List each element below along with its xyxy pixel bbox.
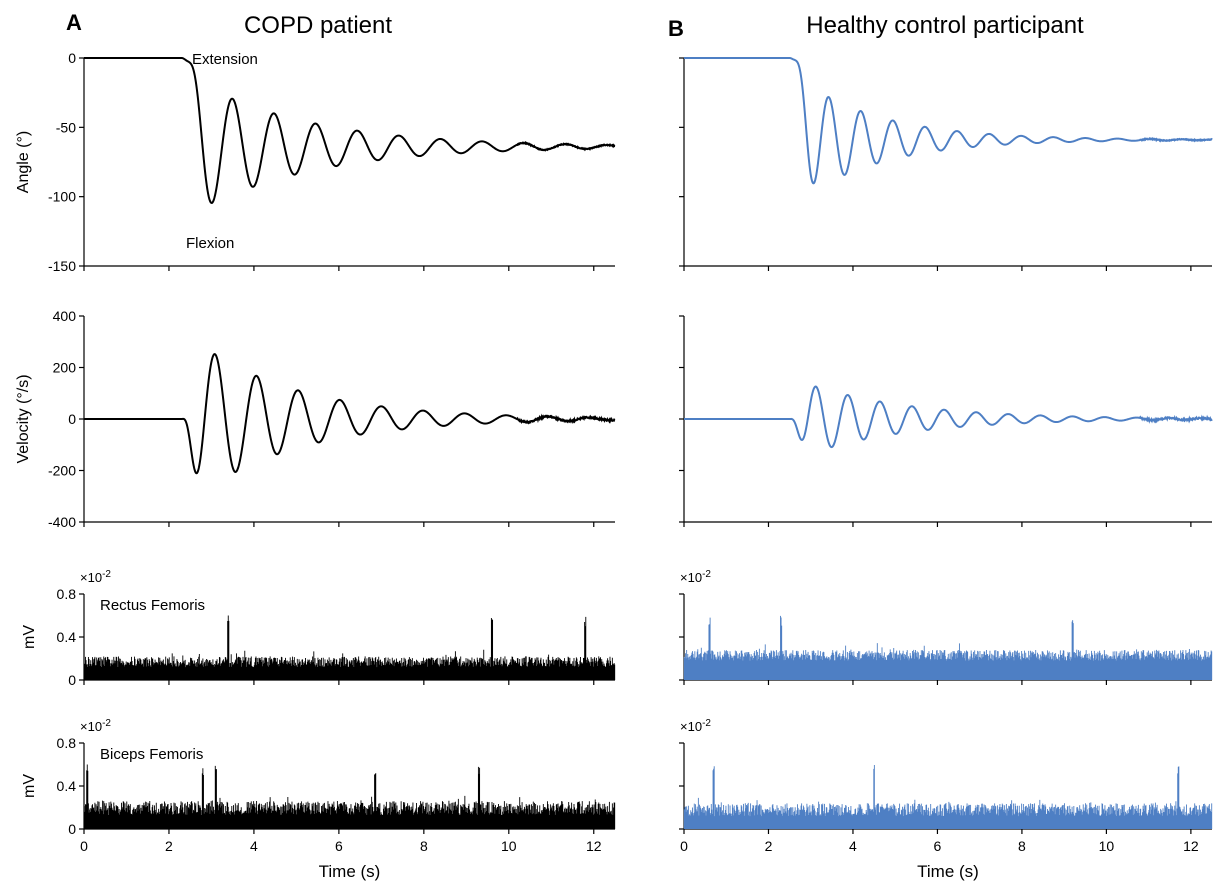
x-tick-label: 0	[680, 838, 688, 854]
x-tick-label: 0	[80, 838, 88, 854]
chart-copd-velocity: 400 200 0 -200 -400 Velocity (°/s)	[15, 308, 616, 530]
y-tick-label: 0	[68, 821, 76, 837]
x-tick-label: 4	[250, 838, 258, 854]
series-line	[84, 57, 616, 204]
emg-bars	[83, 615, 616, 680]
y-tick-label: 0.8	[57, 586, 77, 602]
y-tick-label: -150	[48, 258, 76, 274]
y-multiplier-exp: -2	[102, 718, 111, 729]
x-tick-label: 12	[586, 838, 602, 854]
y-tick-label: 200	[53, 360, 77, 376]
y-tick-label: 400	[53, 308, 77, 324]
y-axis-label: mV	[21, 774, 38, 798]
panel-letter-b: B	[668, 16, 684, 41]
y-tick-label: -100	[48, 189, 76, 205]
y-multiplier: ×10-2	[680, 569, 711, 585]
y-multiplier-exp: -2	[702, 718, 711, 729]
x-tick-label: 2	[165, 838, 173, 854]
y-tick-label: 0.4	[57, 778, 77, 794]
x-tick-label: 10	[1099, 838, 1115, 854]
emg-bars	[683, 765, 1213, 829]
y-multiplier: ×10-2	[80, 569, 111, 585]
muscle-label: Biceps Femoris	[100, 746, 203, 763]
y-multiplier-exp: -2	[702, 569, 711, 580]
y-axis-label: Velocity (°/s)	[15, 374, 32, 463]
x-tick-label: 8	[420, 838, 428, 854]
y-axis-label: mV	[21, 625, 38, 649]
column-title-control: Healthy control participant	[806, 12, 1084, 39]
x-tick-label: 6	[335, 838, 343, 854]
chart-control-velocity	[679, 315, 1213, 527]
muscle-label: Rectus Femoris	[100, 597, 205, 614]
emg-bars	[83, 764, 616, 829]
chart-control-biceps-femoris: 0 2 4 6 8 10 12 Time (s) ×10-2	[679, 718, 1213, 881]
y-tick-label: -200	[48, 463, 76, 479]
x-tick-label: 4	[849, 838, 857, 854]
annotation-extension: Extension	[192, 51, 258, 68]
x-axis-label: Time (s)	[319, 862, 381, 881]
column-title-copd: COPD patient	[244, 12, 392, 39]
y-axis-label: Angle (°)	[15, 131, 32, 193]
panel-letter-a: A	[66, 10, 82, 35]
chart-copd-rectus-femoris: 0.8 0.4 0 mV ×10-2 Rectus Femoris	[21, 569, 616, 688]
x-tick-label: 12	[1183, 838, 1199, 854]
y-tick-label: 0.4	[57, 629, 77, 645]
y-tick-label: 0	[68, 411, 76, 427]
series-line	[684, 385, 1213, 449]
y-multiplier-exp: -2	[102, 569, 111, 580]
y-multiplier: ×10-2	[680, 718, 711, 734]
y-tick-label: 0	[68, 50, 76, 66]
series-line	[684, 57, 1213, 185]
chart-copd-biceps-femoris: 0.8 0.4 00 2 4 6 8 10 12 mV Time (s) ×10-2 Biceps Fe…	[21, 718, 616, 881]
x-tick-label: 8	[1018, 838, 1026, 854]
x-axis-label: Time (s)	[917, 862, 979, 881]
y-tick-label: 0.8	[57, 735, 77, 751]
y-tick-label: 0	[68, 672, 76, 688]
y-tick-label: -400	[48, 514, 76, 530]
emg-bars	[683, 615, 1213, 680]
chart-control-angle	[679, 57, 1213, 271]
x-tick-label: 6	[934, 838, 942, 854]
chart-copd-angle: 0 -50 -100 -150 Angle (°) Extension Flexion	[15, 50, 616, 274]
y-multiplier: ×10-2	[80, 718, 111, 734]
x-tick-label: 2	[765, 838, 773, 854]
y-tick-label: -50	[56, 119, 76, 135]
chart-control-rectus-femoris: ×10-2	[679, 569, 1213, 685]
annotation-flexion: Flexion	[186, 235, 234, 252]
x-tick-label: 10	[501, 838, 517, 854]
series-line	[84, 353, 616, 475]
